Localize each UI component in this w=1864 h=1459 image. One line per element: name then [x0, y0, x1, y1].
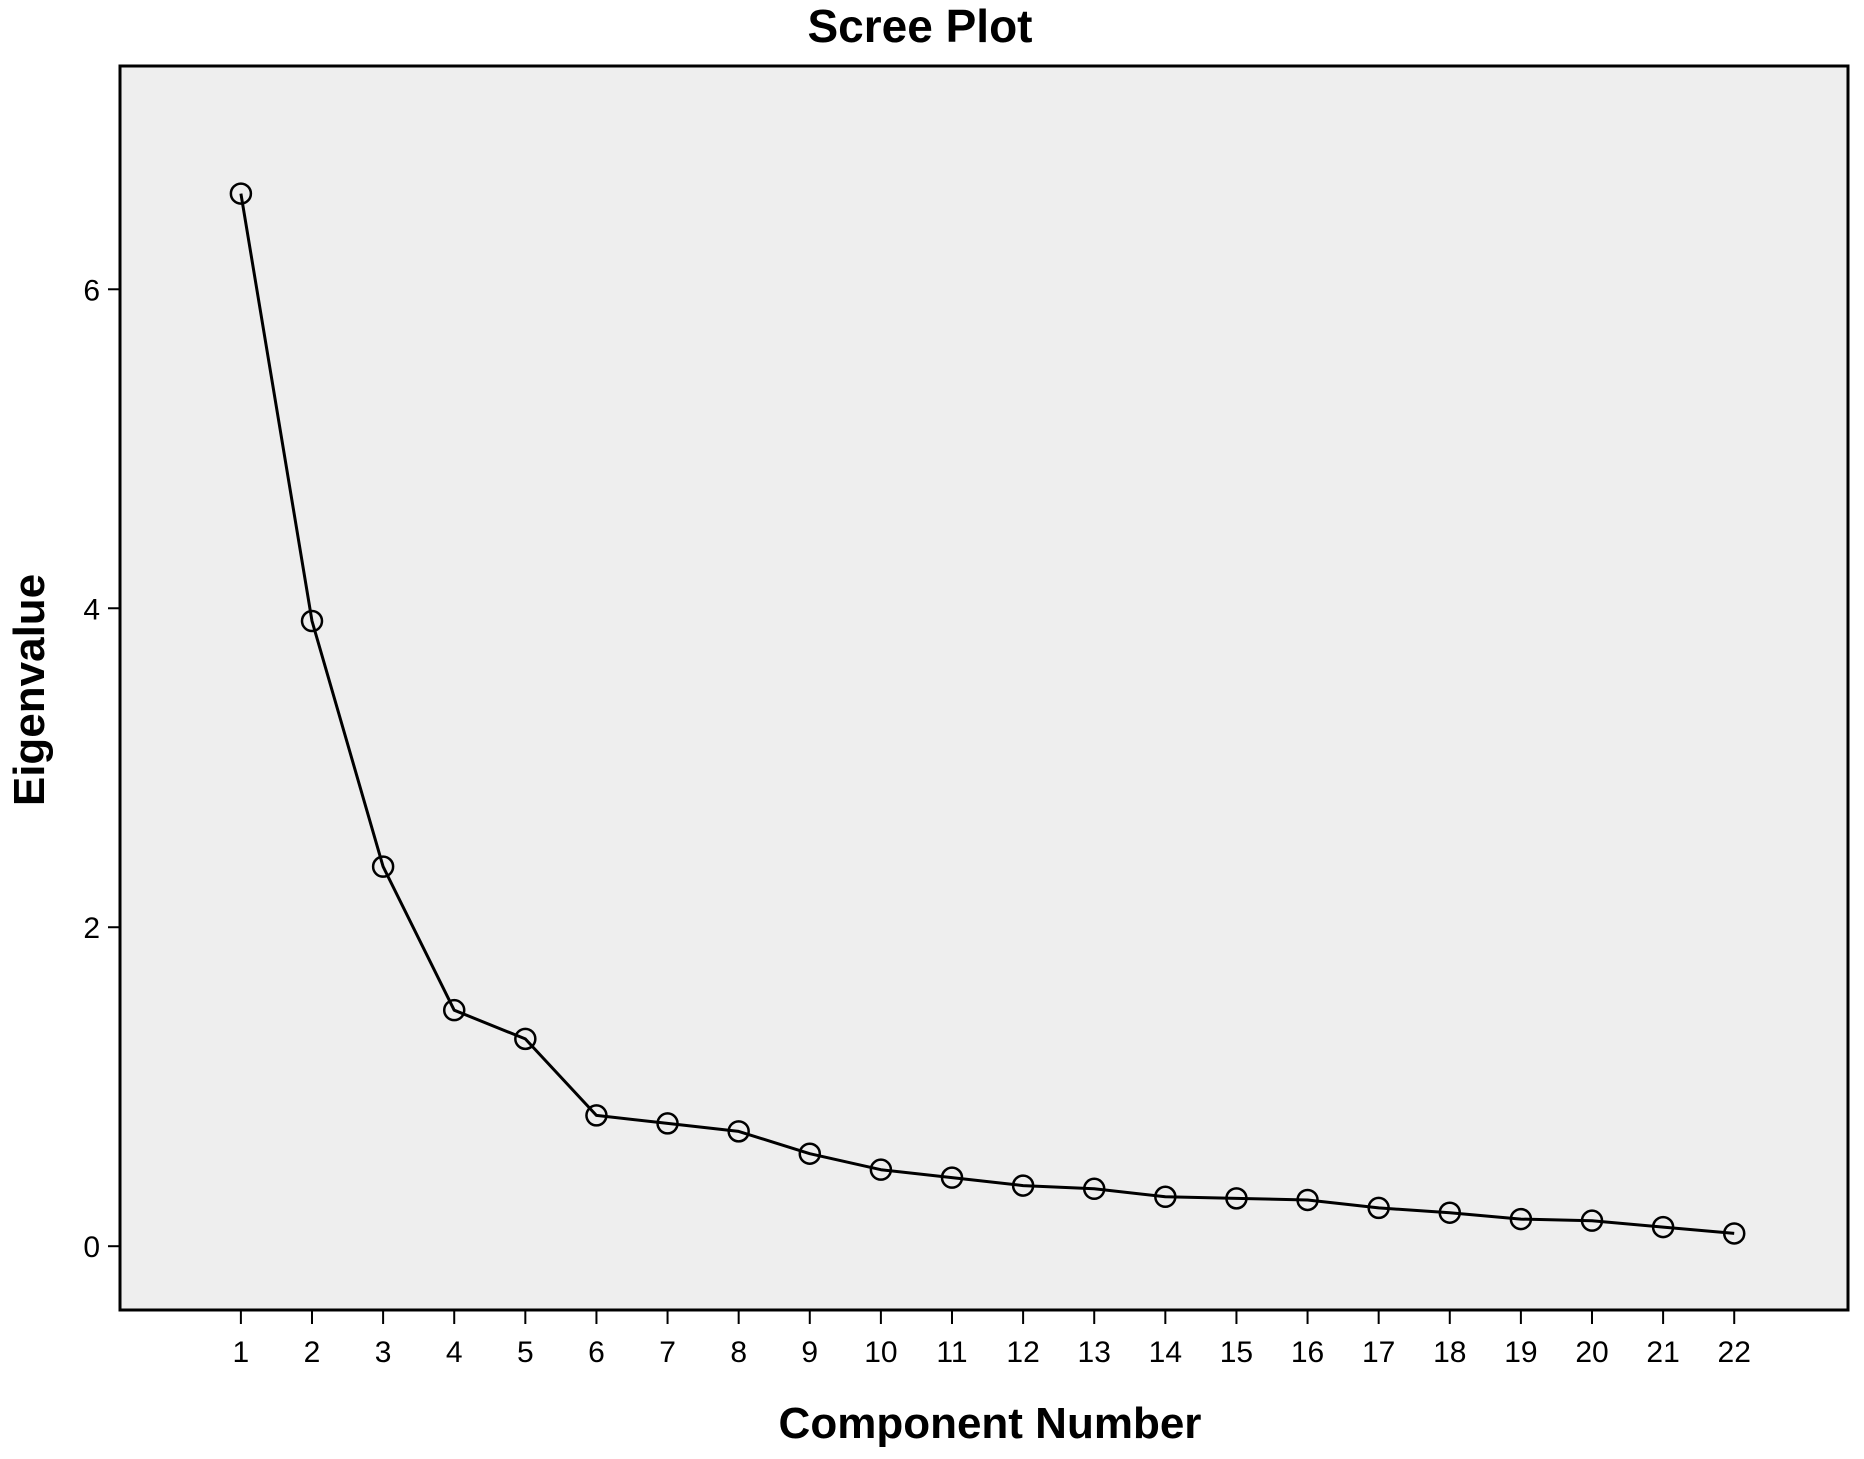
- y-axis-label: Eigenvalue: [5, 574, 54, 806]
- x-tick-label: 10: [864, 1336, 897, 1369]
- eigenvalue-point: [940, 1166, 964, 1189]
- eigenvalue-point: [1580, 1209, 1604, 1232]
- plot-area: [118, 64, 1850, 1312]
- x-tick-label: 14: [1149, 1336, 1182, 1369]
- eigenvalue-point: [300, 609, 324, 633]
- y-tick-label: 0: [83, 1231, 100, 1264]
- eigenvalue-point: [514, 1027, 537, 1051]
- eigenvalue-point: [1367, 1196, 1390, 1220]
- eigenvalue-point: [1438, 1201, 1462, 1224]
- eigenvalue-point: [585, 1104, 608, 1127]
- eigenvalue-point: [1225, 1187, 1248, 1210]
- x-tick-label: 7: [659, 1336, 676, 1369]
- x-tick-label: 5: [517, 1336, 534, 1369]
- eigenvalue-point: [229, 182, 253, 205]
- x-tick-label: 11: [936, 1336, 967, 1369]
- y-axis-ticks: 0 2 4 6: [83, 274, 120, 1264]
- eigenvalue-point: [371, 855, 395, 878]
- x-tick-label: 13: [1078, 1336, 1111, 1369]
- x-axis-label: Component Number: [779, 1399, 1202, 1448]
- eigenvalue-point: [1509, 1207, 1533, 1231]
- x-tick-label: 15: [1220, 1336, 1253, 1369]
- y-tick-label: 2: [83, 912, 100, 945]
- x-tick-label: 16: [1291, 1336, 1324, 1369]
- x-tick-label: 1: [233, 1336, 250, 1369]
- chart-title: Scree Plot: [808, 0, 1033, 52]
- y-tick-label: 6: [83, 274, 100, 307]
- x-tick-label: 17: [1362, 1336, 1395, 1369]
- x-tick-label: 6: [588, 1336, 605, 1369]
- eigenvalue-point: [1651, 1215, 1675, 1239]
- x-axis-ticks: 1 2 3 4 5 6 7 8 9 10 11 12 13 14 15 16 17 18 19 20 21 22: [233, 1310, 1751, 1369]
- x-tick-label: 22: [1718, 1336, 1751, 1369]
- x-tick-label: 18: [1433, 1336, 1466, 1369]
- eigenvalue-point: [1082, 1177, 1106, 1201]
- eigenvalue-point: [1011, 1174, 1035, 1197]
- x-tick-label: 20: [1575, 1336, 1608, 1369]
- eigenvalue-point: [727, 1120, 750, 1143]
- eigenvalue-point: [1296, 1188, 1319, 1212]
- eigenvalue-line: [239, 193, 1735, 1235]
- eigenvalue-point: [442, 998, 466, 1022]
- x-tick-label: 4: [446, 1336, 463, 1369]
- x-tick-label: 9: [801, 1336, 818, 1369]
- eigenvalue-series: [229, 182, 1746, 1245]
- eigenvalue-point: [798, 1142, 822, 1165]
- eigenvalue-point: [869, 1158, 893, 1181]
- eigenvalue-point: [656, 1112, 679, 1135]
- x-tick-label: 8: [730, 1336, 747, 1369]
- eigenvalue-point: [1722, 1222, 1746, 1245]
- x-tick-label: 3: [375, 1336, 392, 1369]
- x-tick-label: 21: [1646, 1336, 1679, 1369]
- x-tick-label: 2: [304, 1336, 321, 1369]
- eigenvalue-point: [1154, 1185, 1177, 1209]
- y-tick-label: 4: [83, 593, 100, 626]
- x-tick-label: 19: [1504, 1336, 1537, 1369]
- x-tick-label: 12: [1006, 1336, 1039, 1369]
